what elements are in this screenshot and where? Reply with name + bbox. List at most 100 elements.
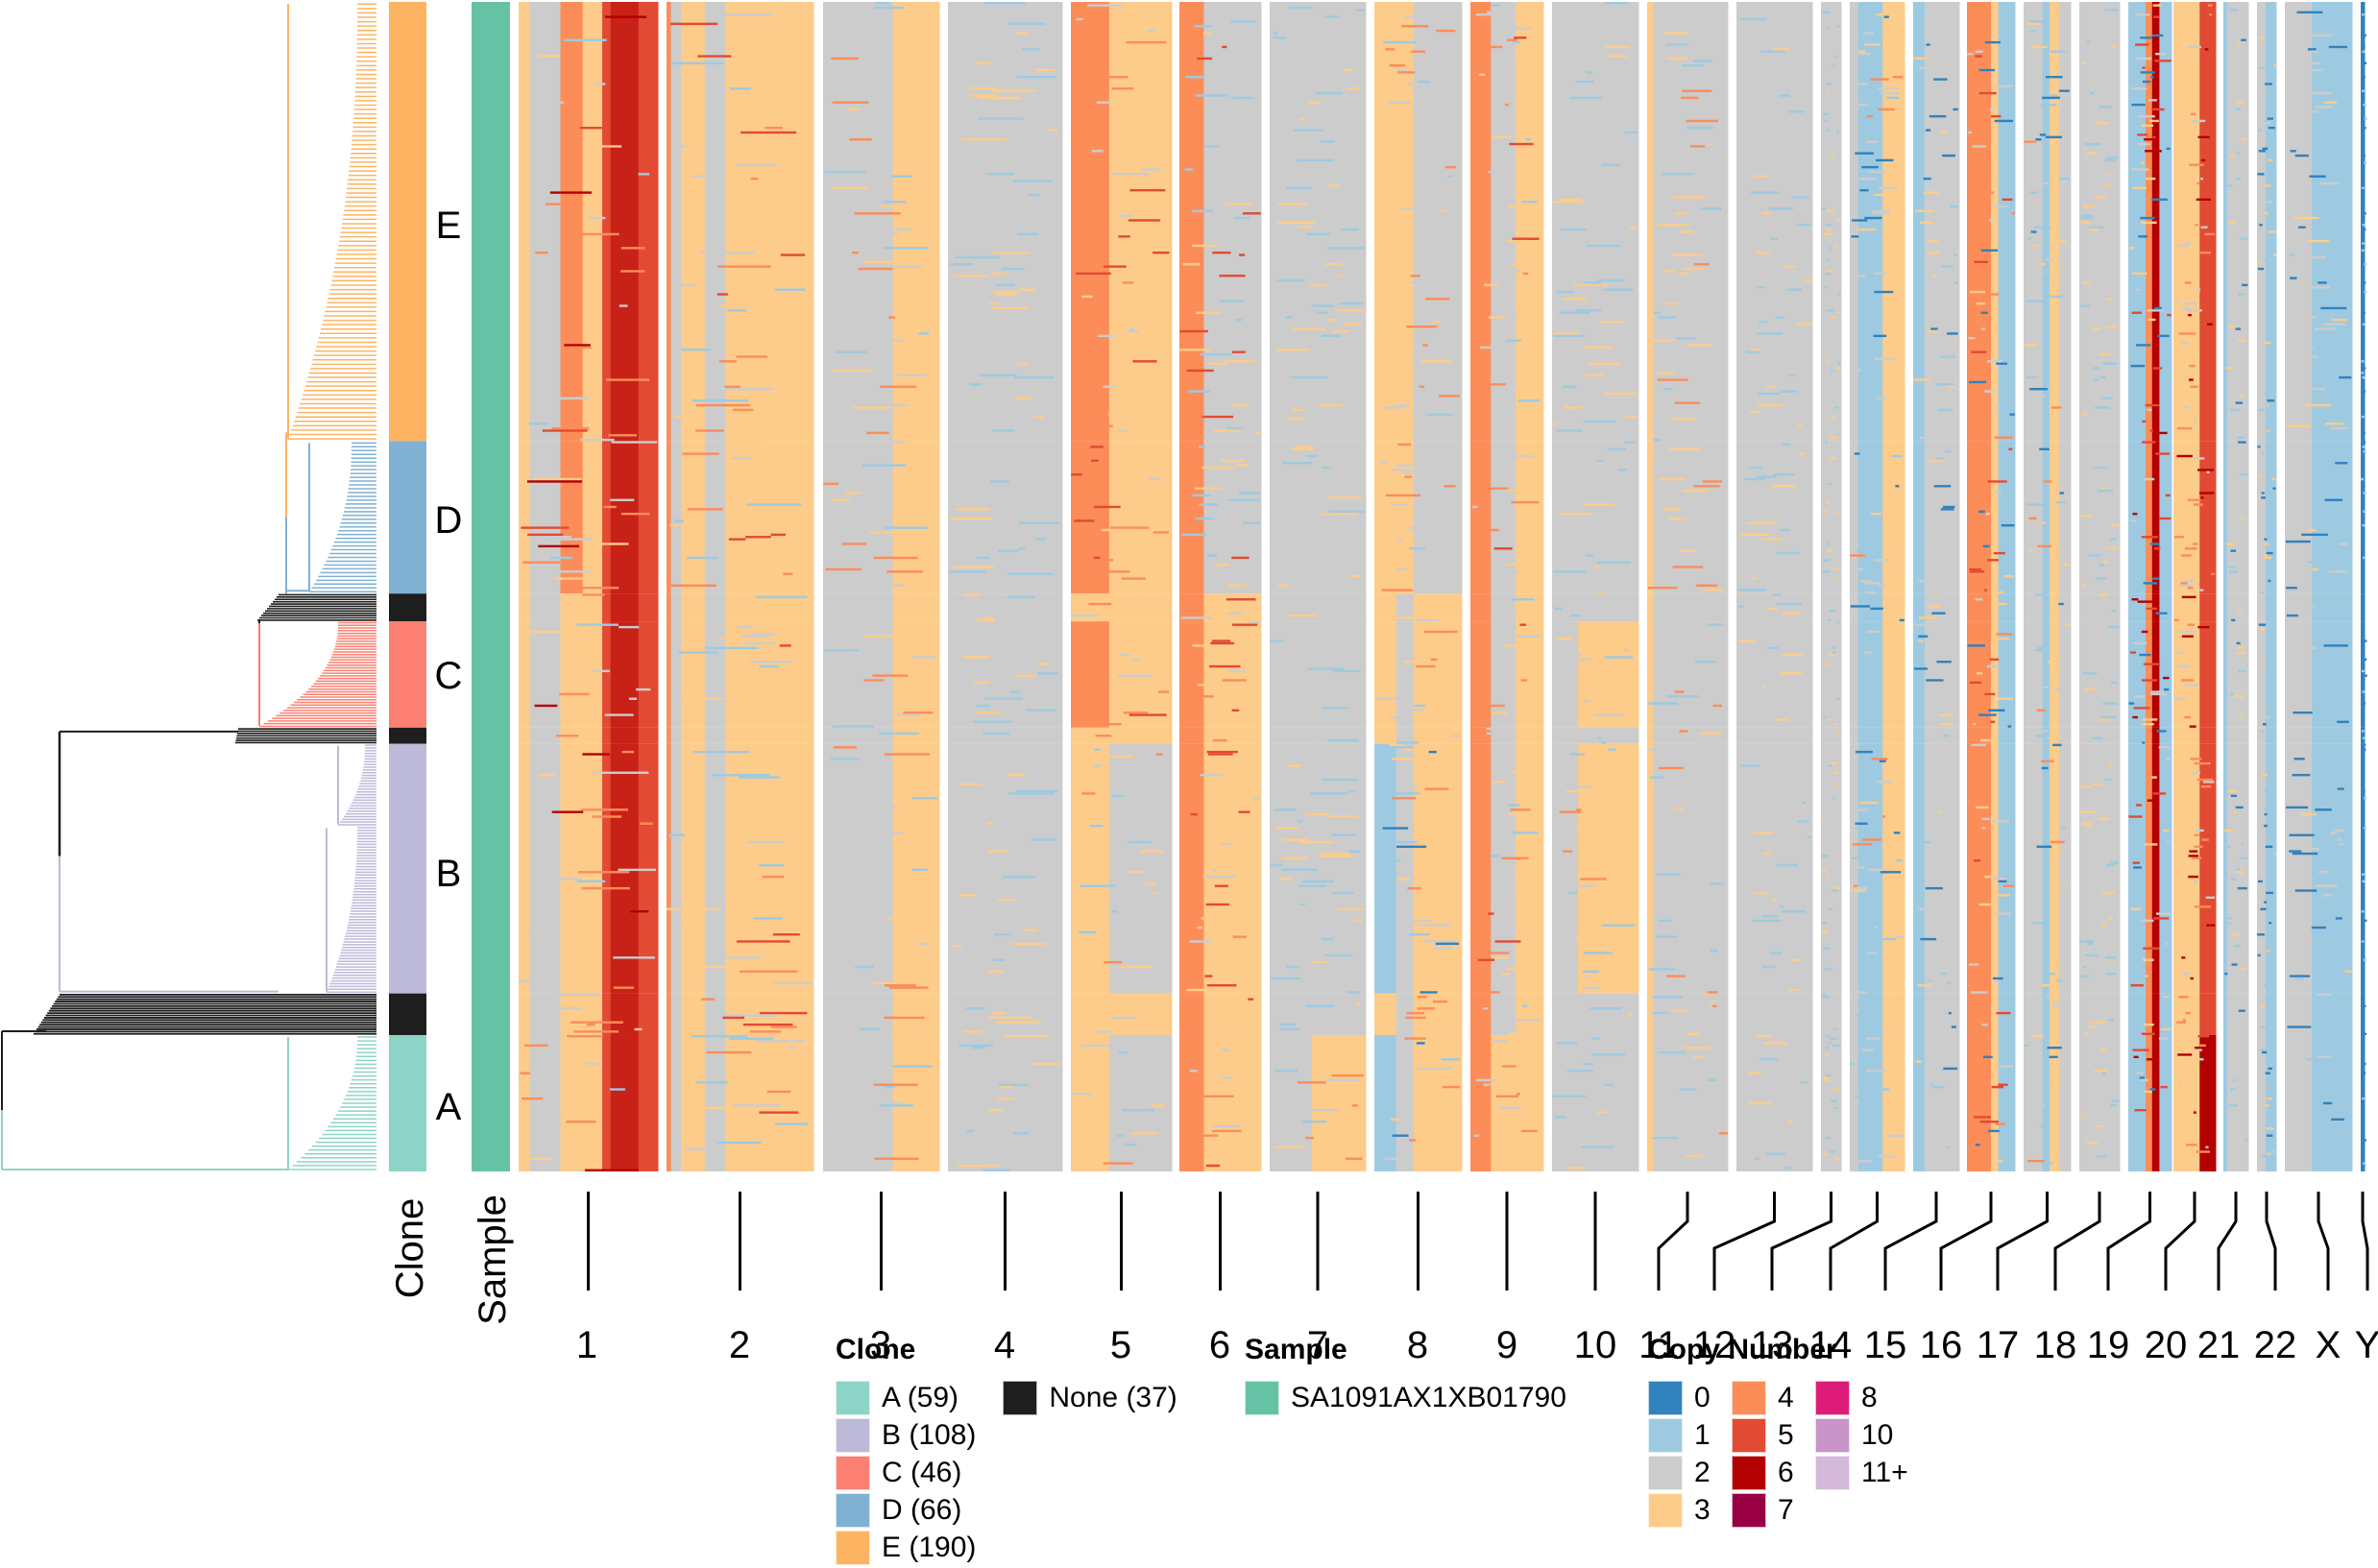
cn-cell-variant (1101, 528, 1139, 532)
cn-cell-variant (1483, 1083, 1491, 1086)
cn-cell-variant (2038, 521, 2046, 525)
cn-cell-variant (2106, 917, 2113, 920)
cn-cell-variant (2176, 454, 2193, 458)
cn-segment (1991, 621, 1999, 728)
phylogeny-dendrogram (1, 3, 376, 1170)
cn-cell-variant (2237, 886, 2247, 890)
cn-cell-variant (2166, 147, 2171, 151)
cn-cell-variant (1424, 787, 1449, 790)
cn-cell-variant (1864, 216, 1882, 220)
cn-cell-variant (2223, 344, 2227, 347)
cn-cell-variant (991, 272, 1007, 276)
cn-cell-variant (1504, 103, 1509, 107)
cn-cell-variant (2065, 623, 2070, 626)
cn-cell-variant (2314, 205, 2332, 208)
cn-cell-variant (1832, 63, 1835, 67)
cn-cell-variant (1299, 903, 1306, 906)
cn-cell-variant (706, 1050, 752, 1054)
cn-cell-variant (1470, 991, 1500, 994)
swatch-cn-1 (1648, 1417, 1683, 1453)
cn-segment (670, 727, 682, 744)
cn-cell-variant (1302, 1109, 1339, 1112)
cn-cell-variant (1206, 554, 1218, 557)
cn-cell-variant (983, 2, 1027, 5)
cn-cell-variant (770, 1025, 797, 1028)
cn-segment (704, 1034, 726, 1171)
cn-cell-variant (2050, 295, 2064, 299)
cn-segment (2199, 727, 2217, 744)
cn-cell-variant (1983, 875, 1994, 879)
cn-cell-variant (1971, 350, 1987, 353)
cn-cell-variant (1286, 965, 1300, 969)
cn-cell-variant (1856, 52, 1871, 56)
cn-cell-variant (1778, 672, 1803, 675)
cn-cell-variant (2257, 173, 2265, 176)
cn-segment (681, 2, 706, 442)
cn-cell-variant (564, 38, 607, 41)
legend-label: SA1091AX1XB01790 (1291, 1381, 1566, 1413)
cn-cell-variant (1316, 311, 1327, 314)
cn-cell-variant (1226, 426, 1244, 430)
cn-cell-variant (2262, 543, 2269, 545)
cn-segment (1491, 1034, 1517, 1171)
cn-cell-variant (2089, 1021, 2105, 1024)
cn-cell-variant (2241, 843, 2245, 846)
cn-cell-variant (1202, 32, 1211, 35)
cn-cell-variant (2181, 635, 2194, 638)
cn-segment (2361, 727, 2366, 744)
cn-cell-variant (1022, 929, 1038, 931)
cn-cell-variant (1553, 332, 1580, 335)
cn-cell-variant (2268, 158, 2273, 162)
cn-cell-variant (2308, 528, 2317, 532)
cn-segment-hot (610, 593, 639, 622)
cn-cell-variant (670, 61, 724, 64)
legend-item-clone-e: E (190) (836, 1529, 976, 1566)
cn-cell-variant (669, 524, 679, 527)
cn-cell-variant (2143, 663, 2161, 665)
cn-cell-variant (2189, 725, 2196, 728)
cn-segment (2159, 621, 2172, 728)
cn-cell-variant (1249, 621, 1261, 624)
cn-segment (2042, 1034, 2050, 1171)
cn-cell-variant (1490, 855, 1499, 857)
cn-cell-variant (973, 720, 1012, 724)
cn-segment (2173, 727, 2200, 744)
cn-cell-variant (2238, 441, 2246, 444)
swatch-cn-8 (1815, 1380, 1850, 1415)
cn-cell-variant (2131, 87, 2147, 90)
cn-cell-variant (961, 656, 990, 659)
cn-cell-variant (875, 2, 890, 5)
cn-segment (2223, 743, 2228, 994)
cn-cell-variant (2050, 50, 2068, 53)
cn-cell-variant (1601, 163, 1621, 166)
cn-cell-variant (1967, 52, 1974, 56)
cn-cell-variant (556, 735, 579, 737)
cn-cell-variant (1662, 387, 1673, 391)
tick-chr-15 (1883, 1192, 1938, 1291)
cn-cell-variant (1076, 17, 1083, 21)
cn-cell-variant (1212, 1124, 1241, 1128)
cn-cell-variant (1208, 664, 1241, 668)
cn-cell-variant (962, 1030, 983, 1033)
cn-cell-variant (570, 1021, 623, 1024)
cn-cell-variant (580, 808, 629, 811)
cn-cell-variant (2225, 797, 2232, 800)
cn-cell-variant (1389, 743, 1404, 747)
cn-cell-variant (2086, 824, 2091, 828)
cn-cell-variant (1111, 794, 1125, 798)
cn-cell-variant (2266, 551, 2273, 555)
cn-cell-variant (1853, 884, 1858, 887)
cn-segment (2321, 2, 2353, 442)
cn-cell-variant (1757, 475, 1777, 478)
cn-cell-variant (1760, 50, 1785, 53)
cn-cell-variant (1747, 521, 1779, 525)
cn-cell-variant (1880, 871, 1902, 874)
cn-cell-variant (1412, 1019, 1432, 1022)
cn-cell-variant (1892, 76, 1904, 79)
legend-item-cn-1: 1 (1648, 1416, 1716, 1454)
cn-cell-variant (851, 251, 860, 254)
cn-cell-variant (1397, 71, 1416, 74)
cn-cell-variant (1833, 771, 1839, 774)
cn-cell-variant (1989, 108, 1996, 111)
cn-cell-variant (1110, 1016, 1137, 1020)
